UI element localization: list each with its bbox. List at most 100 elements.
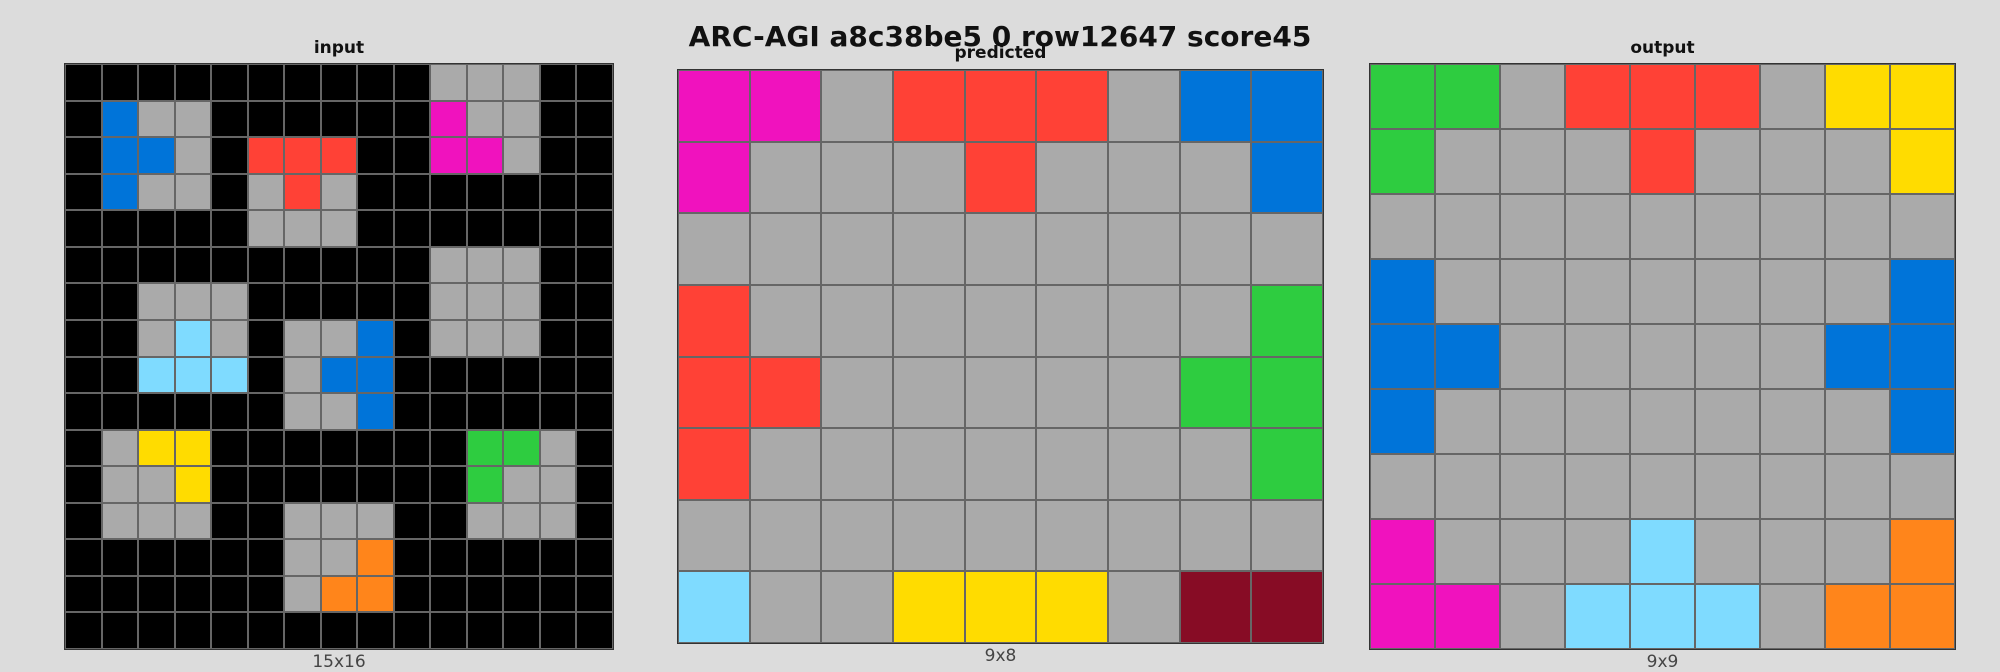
output-cell — [1435, 454, 1500, 519]
input-cell — [430, 64, 467, 101]
input-cell — [174, 502, 212, 540]
input-cell — [503, 64, 540, 101]
input-cell — [393, 356, 431, 394]
predicted-cell — [821, 571, 893, 643]
input-cell — [357, 319, 394, 357]
input-cell — [503, 137, 540, 174]
input-cell — [357, 502, 394, 540]
predicted-cell — [1179, 428, 1252, 500]
input-cell — [65, 466, 102, 503]
output-cell — [1435, 64, 1500, 129]
input-cell — [430, 466, 467, 503]
input-cell — [430, 210, 467, 247]
input-cell — [430, 100, 467, 138]
input-cell — [430, 539, 467, 576]
input-cell — [174, 137, 212, 174]
input-cell — [65, 319, 102, 357]
output-cell — [1890, 259, 1955, 324]
input-cell — [138, 575, 175, 613]
output-cell — [1630, 259, 1695, 324]
input-cell — [503, 612, 540, 649]
input-cell — [65, 100, 102, 138]
output-cell — [1370, 454, 1435, 519]
input-cell — [357, 575, 394, 613]
input-cell — [503, 539, 540, 576]
input-cell — [65, 612, 102, 649]
input-cell — [65, 210, 102, 247]
input-cell — [101, 64, 139, 101]
predicted-cell — [1251, 428, 1323, 500]
input-cell — [466, 575, 504, 613]
predicted-cell — [678, 499, 750, 572]
output-cell — [1565, 324, 1630, 389]
output-cell — [1565, 389, 1630, 454]
predicted-cell — [892, 213, 965, 285]
input-cell — [138, 393, 175, 430]
input-cell — [393, 539, 431, 576]
input-cell — [284, 393, 321, 430]
input-cell — [174, 539, 212, 576]
input-cell — [393, 137, 431, 174]
output-cell — [1825, 454, 1890, 519]
predicted-cell — [821, 428, 893, 500]
input-cell — [247, 137, 285, 174]
input-cell — [320, 612, 358, 649]
predicted-cell — [964, 499, 1037, 572]
input-cell — [138, 246, 175, 284]
predicted-cell — [1251, 571, 1323, 643]
input-cell — [247, 210, 285, 247]
input-cell — [284, 429, 321, 467]
input-cell — [466, 429, 504, 467]
input-cell — [393, 612, 431, 649]
input-cell — [65, 539, 102, 576]
output-cell — [1760, 584, 1825, 649]
input-cell — [393, 466, 431, 503]
input-cell — [539, 502, 577, 540]
predicted-cell — [749, 499, 822, 572]
input-cell — [576, 466, 613, 503]
predicted-cell — [678, 428, 750, 500]
output-cell — [1370, 129, 1435, 194]
input-cell — [357, 137, 394, 174]
input-grid-dims: 15x16 — [312, 652, 366, 672]
input-cell — [576, 283, 613, 320]
output-cell — [1370, 519, 1435, 584]
predicted-cell — [678, 141, 750, 214]
output-cell — [1500, 194, 1565, 259]
input-cell — [174, 466, 212, 503]
predicted-cell — [1107, 356, 1180, 429]
input-cell — [503, 173, 540, 211]
output-cell — [1630, 64, 1695, 129]
input-cell — [101, 575, 139, 613]
input-cell — [247, 429, 285, 467]
input-cell — [503, 502, 540, 540]
input-cell — [357, 100, 394, 138]
predicted-grid — [677, 69, 1324, 644]
output-cell — [1760, 129, 1825, 194]
input-cell — [65, 575, 102, 613]
input-cell — [211, 283, 248, 320]
input-cell — [211, 539, 248, 576]
input-cell — [138, 100, 175, 138]
input-cell — [393, 319, 431, 357]
predicted-cell — [821, 356, 893, 429]
input-cell — [503, 100, 540, 138]
input-cell — [211, 137, 248, 174]
predicted-cell — [964, 284, 1037, 357]
input-cell — [284, 466, 321, 503]
input-cell — [466, 502, 504, 540]
input-cell — [357, 173, 394, 211]
input-cell — [138, 356, 175, 394]
input-cell — [65, 429, 102, 467]
input-cell — [539, 393, 577, 430]
input-cell — [247, 100, 285, 138]
predicted-cell — [1036, 499, 1108, 572]
predicted-cell — [1107, 141, 1180, 214]
input-cell — [576, 246, 613, 284]
input-cell — [101, 356, 139, 394]
output-cell — [1825, 324, 1890, 389]
figure-title: ARC-AGI a8c38be5 0 row12647 score45 — [688, 20, 1312, 53]
output-cell — [1630, 129, 1695, 194]
input-cell — [357, 64, 394, 101]
output-cell — [1500, 64, 1565, 129]
